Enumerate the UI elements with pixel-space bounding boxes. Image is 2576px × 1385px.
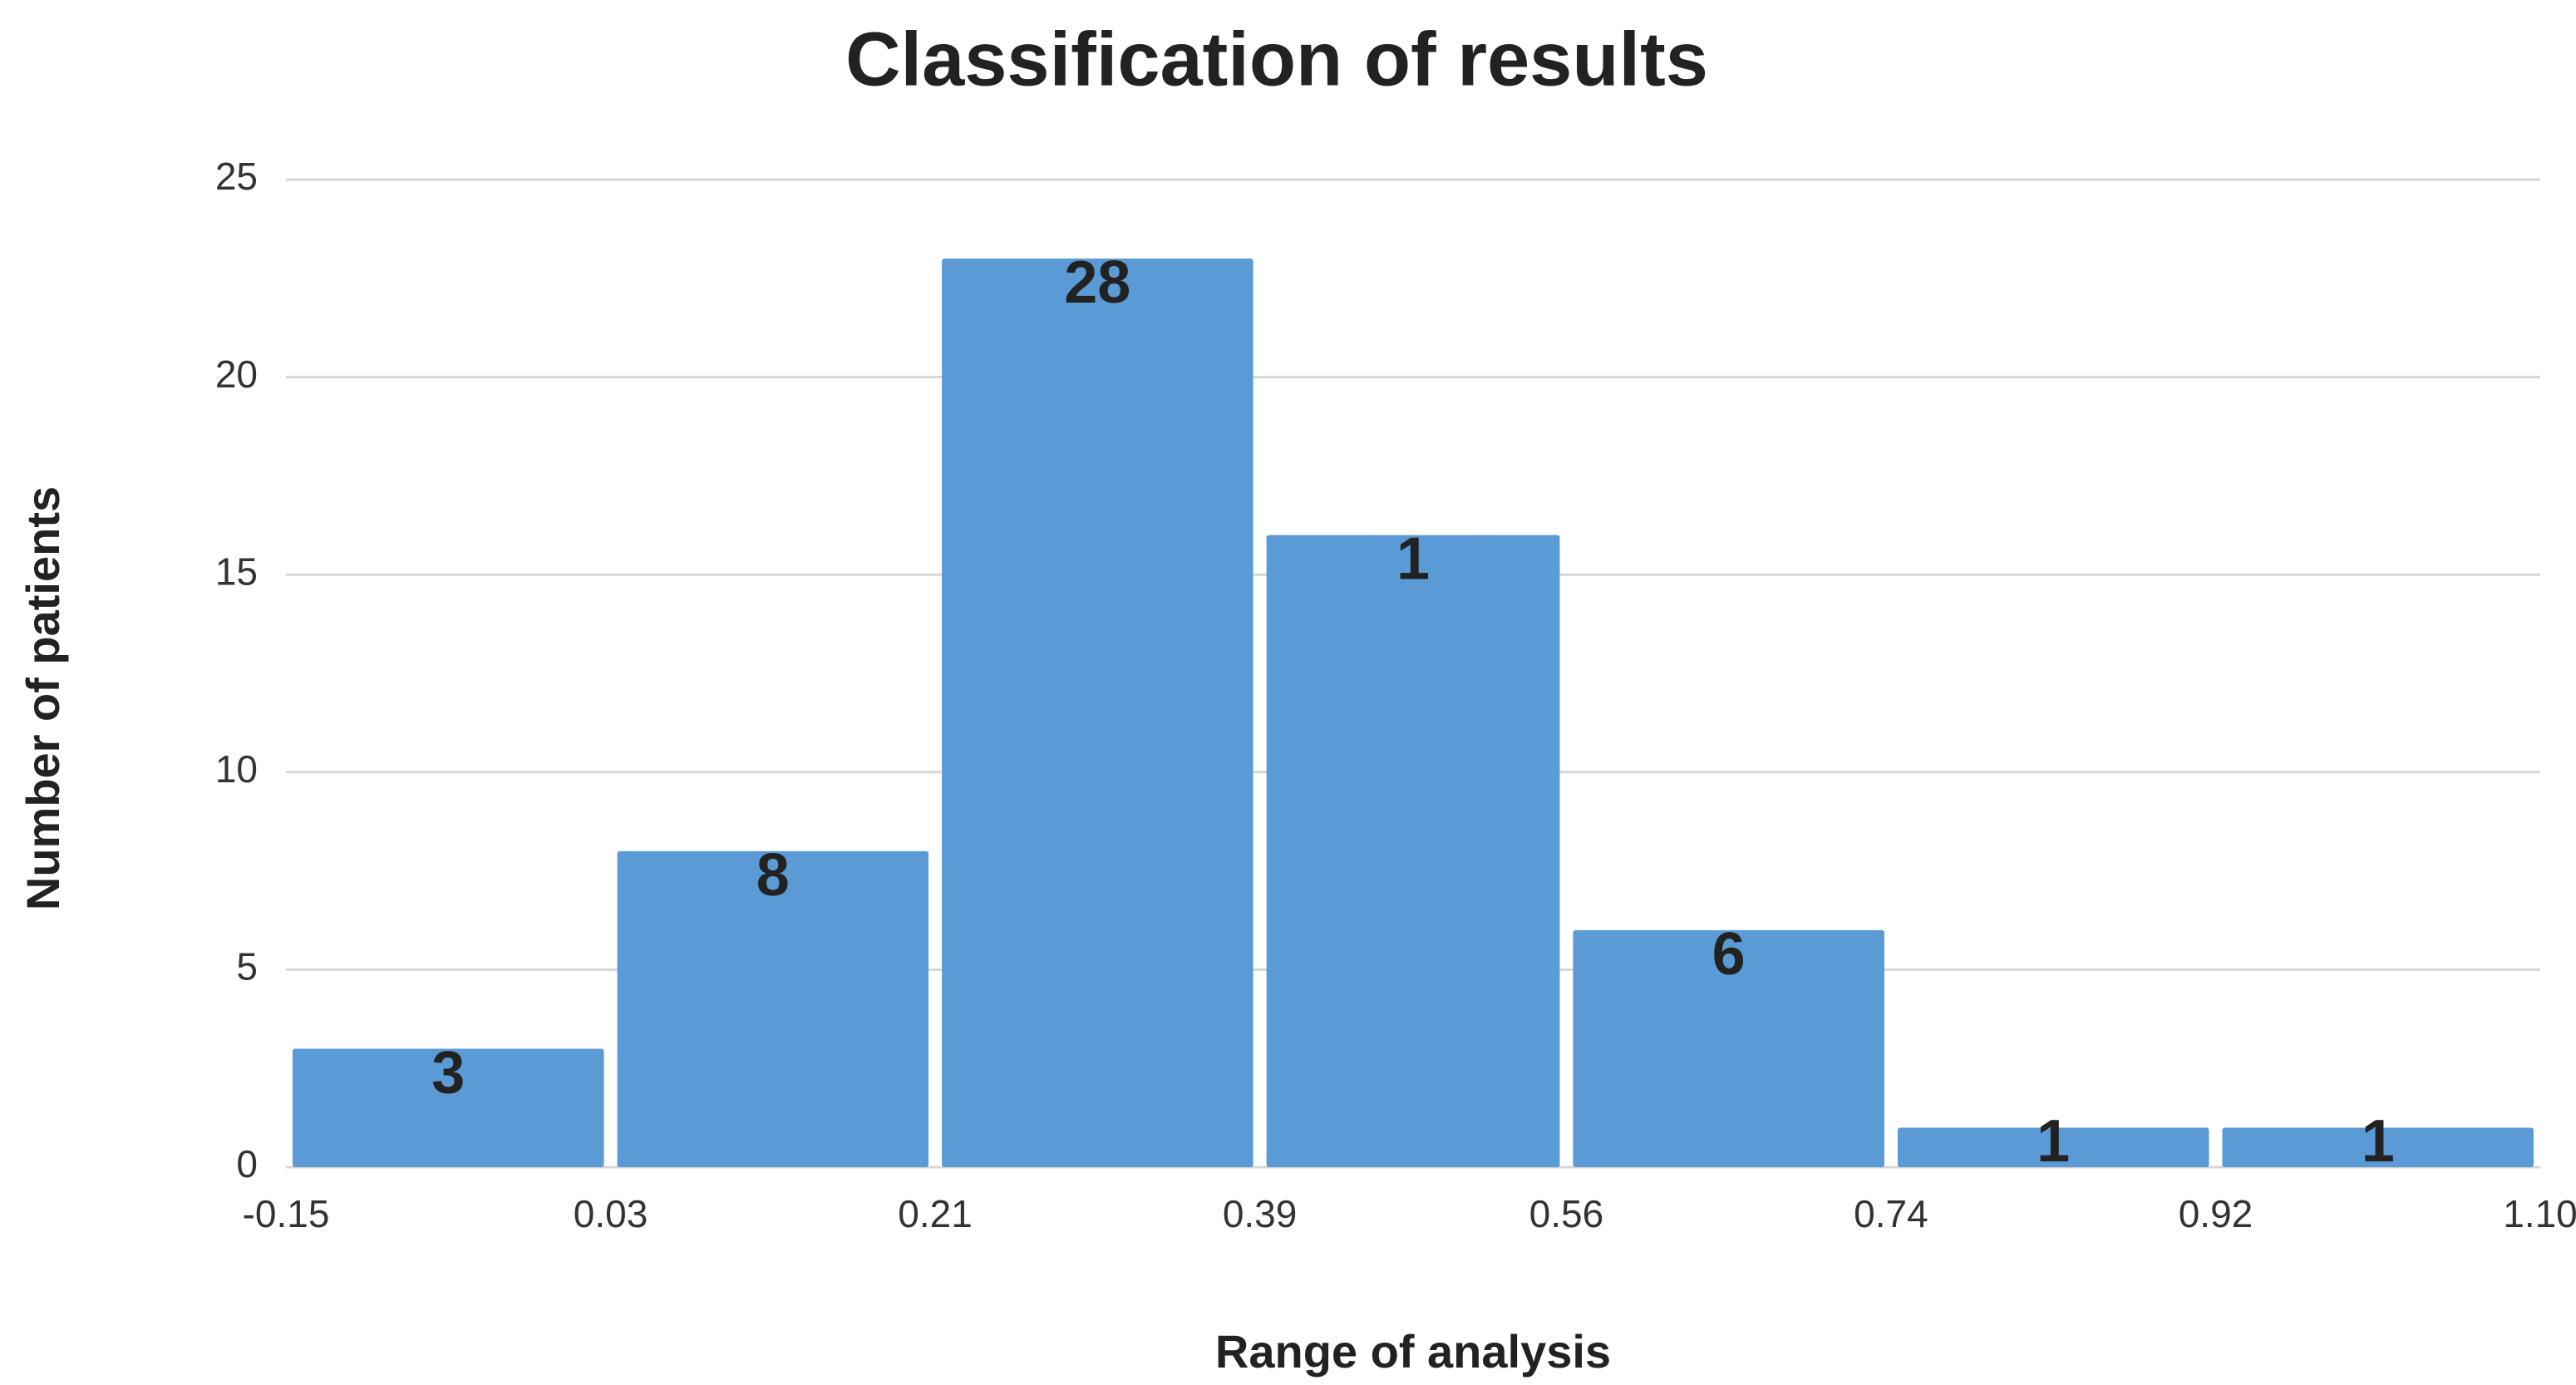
bar — [2222, 1127, 2534, 1167]
chart-title: Classification of results — [845, 17, 1708, 101]
bar — [1897, 1127, 2209, 1167]
x-tick-label: 0.21 — [898, 1192, 973, 1235]
bar-annotation: 3 — [431, 1039, 465, 1106]
bar — [617, 850, 929, 1167]
bar-annotation: 1 — [2037, 1108, 2070, 1175]
x-tick-label: 0.74 — [1854, 1192, 1928, 1235]
y-tick-label: 15 — [215, 550, 258, 593]
y-tick-label: 25 — [215, 155, 258, 198]
x-tick-label: 0.56 — [1529, 1192, 1604, 1235]
bar — [942, 259, 1254, 1167]
bar-annotation: 8 — [756, 842, 790, 909]
x-tick-label: -0.15 — [243, 1192, 330, 1235]
x-tick-label: 0.03 — [574, 1192, 648, 1235]
y-tick-label: 5 — [236, 945, 258, 988]
bar — [293, 1048, 604, 1167]
bar — [1573, 929, 1884, 1167]
bar-annotation: 1 — [1396, 526, 1430, 593]
x-axis-label: Range of analysis — [1215, 1325, 1611, 1378]
x-tick-label: 0.39 — [1223, 1192, 1298, 1235]
bar-annotation: 1 — [2362, 1108, 2395, 1175]
x-tick-label: 1.10 — [2503, 1192, 2576, 1235]
y-tick-label: 20 — [215, 352, 258, 396]
bar-annotation: 6 — [1712, 921, 1746, 988]
x-tick-label: 0.92 — [2179, 1192, 2253, 1235]
y-axis-label: Number of patients — [17, 486, 69, 910]
y-tick-label: 0 — [236, 1142, 258, 1185]
y-tick-label: 10 — [215, 747, 258, 791]
bar-annotation: 28 — [1064, 249, 1130, 316]
bar — [1266, 535, 1560, 1167]
